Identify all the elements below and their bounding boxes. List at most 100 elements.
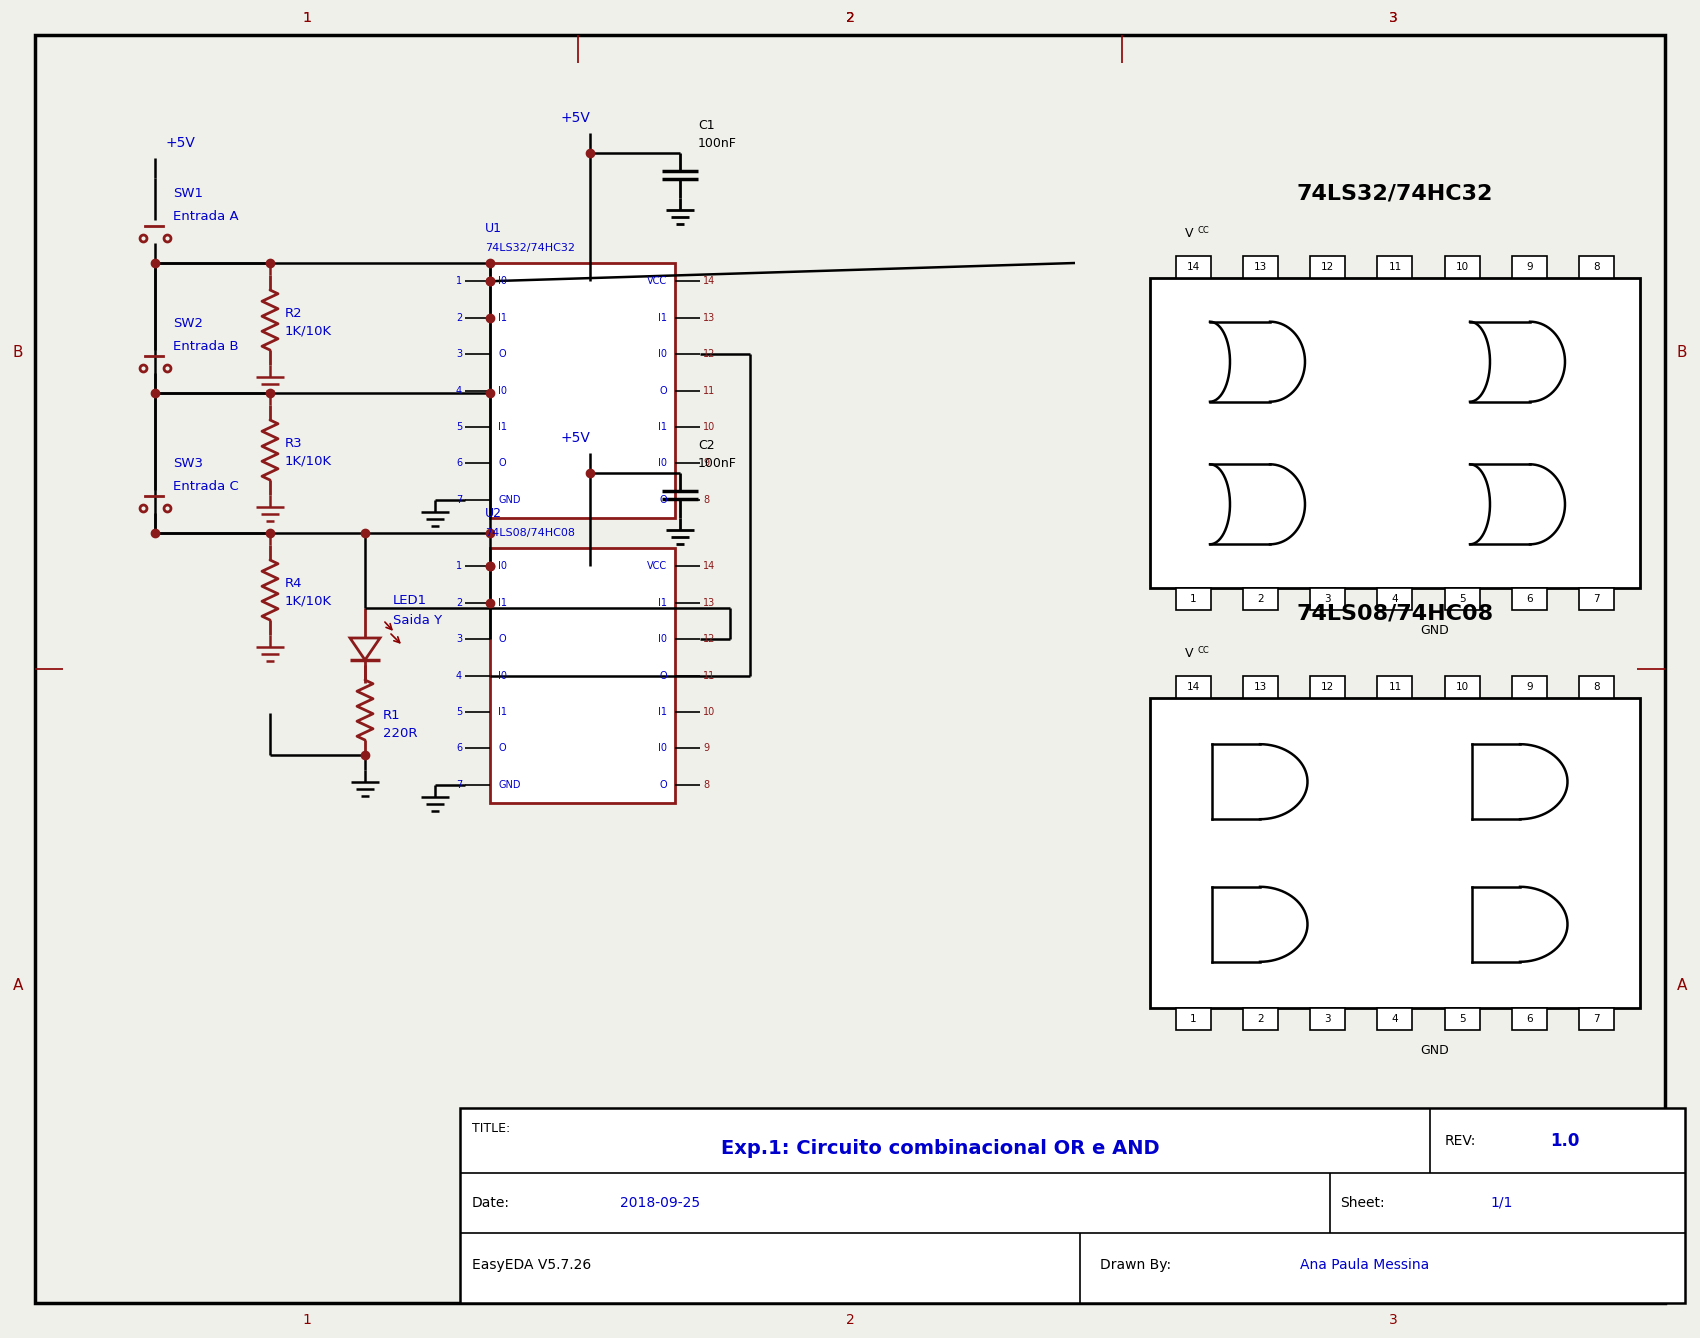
- Text: 7: 7: [1593, 594, 1600, 603]
- Text: 9: 9: [704, 459, 709, 468]
- Text: I0: I0: [658, 349, 666, 359]
- Text: 2018-09-25: 2018-09-25: [620, 1196, 700, 1210]
- Text: 3: 3: [456, 349, 462, 359]
- Text: 14: 14: [1187, 682, 1200, 692]
- Text: I0: I0: [498, 276, 507, 286]
- Text: A: A: [1676, 978, 1686, 994]
- Text: TITLE:: TITLE:: [473, 1121, 510, 1135]
- Text: Entrada B: Entrada B: [173, 340, 238, 352]
- Text: Ana Paula Messina: Ana Paula Messina: [1300, 1258, 1430, 1272]
- Text: Exp.1: Circuito combinacional OR e AND: Exp.1: Circuito combinacional OR e AND: [721, 1139, 1159, 1157]
- Bar: [1176, 587, 1210, 610]
- Bar: [1176, 256, 1210, 278]
- Text: R1: R1: [382, 709, 401, 721]
- Text: B: B: [1676, 344, 1686, 360]
- Text: U2: U2: [484, 507, 501, 519]
- Text: 1: 1: [303, 11, 311, 25]
- Text: 2: 2: [1258, 594, 1265, 603]
- Text: 9: 9: [704, 744, 709, 753]
- Text: 12: 12: [704, 634, 716, 644]
- Text: I0: I0: [658, 744, 666, 753]
- Text: 13: 13: [1255, 682, 1266, 692]
- Text: SW2: SW2: [173, 317, 202, 329]
- Text: 7: 7: [456, 780, 462, 789]
- Bar: [1579, 587, 1613, 610]
- Bar: [1311, 676, 1345, 698]
- Bar: [461, 1108, 1685, 1303]
- Text: 1: 1: [303, 11, 311, 25]
- Text: I0: I0: [658, 634, 666, 644]
- Text: C1: C1: [699, 119, 714, 131]
- Text: 1: 1: [1190, 594, 1197, 603]
- Bar: [1176, 1008, 1210, 1030]
- Text: VCC: VCC: [648, 561, 666, 571]
- Bar: [1311, 1008, 1345, 1030]
- Bar: [1377, 256, 1413, 278]
- Text: 9: 9: [1527, 262, 1533, 272]
- Text: 2: 2: [845, 11, 855, 25]
- Bar: [1579, 676, 1613, 698]
- Bar: [1311, 256, 1345, 278]
- Bar: [1445, 676, 1479, 698]
- Text: 1K/10K: 1K/10K: [286, 594, 332, 607]
- Text: 2: 2: [845, 11, 855, 25]
- Text: 11: 11: [704, 670, 716, 681]
- Text: 14: 14: [1187, 262, 1200, 272]
- Bar: [1445, 587, 1479, 610]
- Text: I1: I1: [498, 313, 507, 322]
- Bar: [1511, 587, 1547, 610]
- Text: 74LS08/74HC08: 74LS08/74HC08: [1297, 603, 1494, 624]
- Text: 10: 10: [704, 421, 716, 432]
- Text: 100nF: 100nF: [699, 136, 736, 150]
- Bar: [1377, 676, 1413, 698]
- Text: SW3: SW3: [173, 456, 202, 470]
- Text: 2: 2: [456, 598, 462, 607]
- Text: I1: I1: [658, 313, 666, 322]
- Text: I0: I0: [498, 561, 507, 571]
- Text: 1: 1: [1190, 1014, 1197, 1024]
- Bar: [1243, 676, 1278, 698]
- Text: 5: 5: [1459, 1014, 1465, 1024]
- Text: O: O: [660, 670, 666, 681]
- Text: 3: 3: [1324, 1014, 1331, 1024]
- Text: O: O: [498, 349, 505, 359]
- Text: 220R: 220R: [382, 727, 418, 740]
- Text: O: O: [660, 385, 666, 396]
- Text: U1: U1: [484, 222, 501, 234]
- Text: 2: 2: [845, 11, 855, 25]
- Text: 74LS32/74HC32: 74LS32/74HC32: [1297, 183, 1493, 203]
- Bar: [1579, 1008, 1613, 1030]
- Bar: [1149, 278, 1640, 587]
- Text: 2: 2: [1258, 1014, 1265, 1024]
- Text: Drawn By:: Drawn By:: [1100, 1258, 1171, 1272]
- Bar: [1377, 587, 1413, 610]
- Text: 5: 5: [456, 421, 462, 432]
- Bar: [1243, 256, 1278, 278]
- Text: 11: 11: [704, 385, 716, 396]
- Bar: [1511, 676, 1547, 698]
- Text: 13: 13: [704, 598, 716, 607]
- Text: 4: 4: [1392, 594, 1399, 603]
- Text: 4: 4: [1392, 1014, 1399, 1024]
- Text: VCC: VCC: [648, 276, 666, 286]
- Text: 13: 13: [1255, 262, 1266, 272]
- Text: GND: GND: [498, 495, 520, 504]
- Text: Date:: Date:: [473, 1196, 510, 1210]
- Text: 6: 6: [456, 744, 462, 753]
- Text: 2: 2: [456, 313, 462, 322]
- Text: EasyEDA V5.7.26: EasyEDA V5.7.26: [473, 1258, 592, 1272]
- Text: 1/1: 1/1: [1489, 1196, 1513, 1210]
- Text: 74LS08/74HC08: 74LS08/74HC08: [484, 529, 575, 538]
- Text: 1: 1: [456, 561, 462, 571]
- Text: 8: 8: [704, 780, 709, 789]
- Text: 6: 6: [1527, 594, 1533, 603]
- Text: 6: 6: [456, 459, 462, 468]
- Text: I0: I0: [498, 670, 507, 681]
- Text: I0: I0: [498, 385, 507, 396]
- Bar: [1445, 256, 1479, 278]
- Text: I1: I1: [498, 706, 507, 717]
- Text: 3: 3: [1324, 594, 1331, 603]
- Text: O: O: [660, 495, 666, 504]
- Text: 1: 1: [456, 276, 462, 286]
- Text: 10: 10: [1455, 682, 1469, 692]
